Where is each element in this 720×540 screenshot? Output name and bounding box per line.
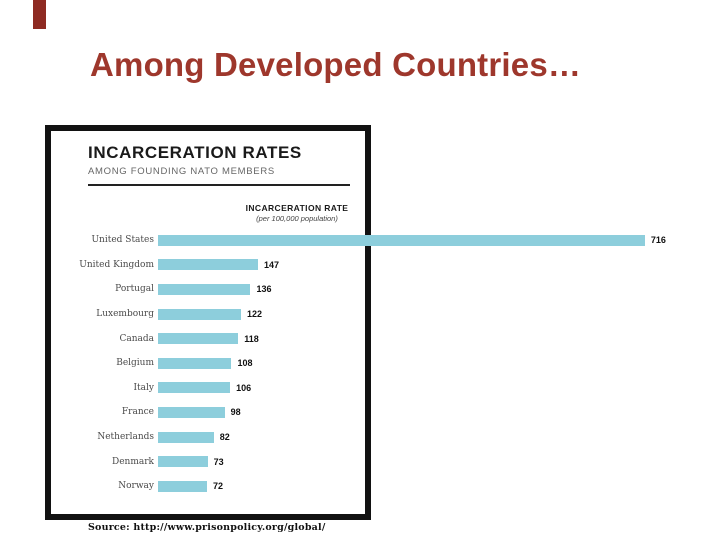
- country-label: Netherlands: [97, 432, 154, 443]
- country-label: Italy: [133, 382, 154, 393]
- value-label: 136: [256, 284, 272, 295]
- country-label: United Kingdom: [79, 259, 154, 270]
- bar: [158, 382, 231, 394]
- bar: [158, 308, 241, 320]
- chart-row: Netherlands 82: [51, 425, 681, 450]
- value-label: 108: [237, 358, 253, 369]
- incarceration-rates-chart: INCARCERATION RATES AMONG FOUNDING NATO …: [45, 125, 666, 520]
- chart-row: United Kingdom 147: [51, 253, 681, 278]
- chart-row: Belgium 108: [51, 351, 681, 376]
- chart-row: Luxembourg 122: [51, 302, 681, 327]
- chart-row: Norway 72: [51, 474, 681, 499]
- value-label: 716: [650, 235, 666, 246]
- value-label: 72: [212, 481, 223, 492]
- bar: [158, 259, 258, 271]
- chart-row: France 98: [51, 400, 681, 425]
- country-label: Denmark: [112, 456, 154, 467]
- value-label: 118: [244, 333, 259, 344]
- country-label: Luxembourg: [96, 309, 154, 320]
- bar: [158, 456, 208, 468]
- chart-subtitle: AMONG FOUNDING NATO MEMBERS: [88, 166, 275, 177]
- chart-rows: United States 716 United Kingdom 147 Portuga…: [51, 228, 681, 499]
- bar: [158, 357, 232, 369]
- country-label: Portugal: [115, 284, 154, 295]
- country-label: Norway: [118, 481, 154, 492]
- bar: [158, 406, 225, 418]
- bar: [158, 480, 207, 492]
- value-label: 122: [246, 309, 262, 320]
- divider-line: [88, 184, 350, 186]
- axis-header: INCARCERATION RATE: [245, 203, 349, 213]
- value-label: 98: [230, 407, 241, 418]
- bar: [158, 234, 645, 246]
- slide-accent-bar: [33, 0, 46, 29]
- bar: [158, 431, 214, 443]
- bar: [158, 333, 239, 345]
- country-label: France: [121, 407, 154, 418]
- source-citation: Source: http://www.prisonpolicy.org/glob…: [88, 522, 326, 533]
- chart-row: Denmark 73: [51, 449, 681, 474]
- country-label: Belgium: [116, 358, 154, 369]
- chart-row: United States 716: [51, 228, 681, 253]
- value-label: 73: [213, 456, 224, 467]
- slide-title: Among Developed Countries…: [90, 46, 582, 83]
- axis-subheader: (per 100,000 population): [256, 214, 338, 223]
- value-label: 82: [219, 432, 230, 443]
- bar: [158, 283, 251, 295]
- value-label: 106: [236, 382, 252, 393]
- value-label: 147: [263, 259, 279, 270]
- country-label: United States: [91, 235, 154, 246]
- country-label: Canada: [119, 333, 154, 344]
- chart-row: Canada 118: [51, 326, 681, 351]
- chart-row: Italy 106: [51, 376, 681, 401]
- chart-row: Portugal 136: [51, 277, 681, 302]
- chart-title: INCARCERATION RATES: [88, 143, 302, 162]
